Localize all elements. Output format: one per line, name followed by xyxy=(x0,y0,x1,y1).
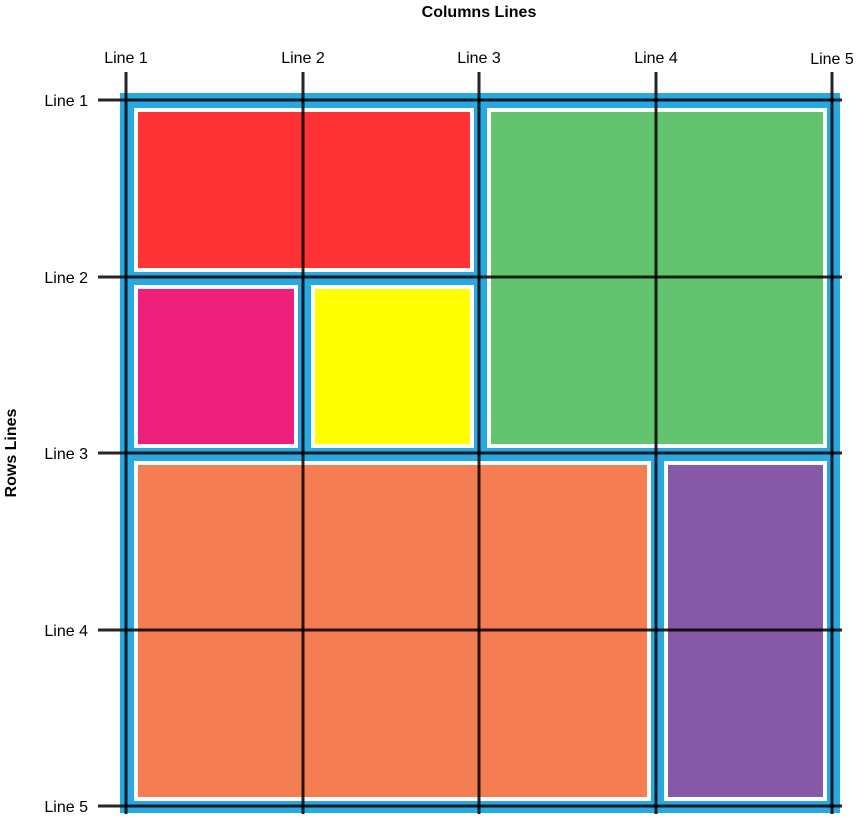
row-line-label-5: Line 5 xyxy=(44,799,88,816)
row-line-labels: Line 1 Line 2 Line 3 Line 4 Line 5 xyxy=(44,93,88,816)
row-line-label-2: Line 2 xyxy=(44,270,88,287)
pink-area xyxy=(134,285,298,448)
column-line-label-5: Line 5 xyxy=(810,51,854,68)
column-line-label-2: Line 2 xyxy=(281,50,325,67)
columns-lines-title: Columns Lines xyxy=(422,4,537,21)
column-line-label-1: Line 1 xyxy=(104,50,148,67)
row-line-label-1: Line 1 xyxy=(44,93,88,110)
column-line-label-3: Line 3 xyxy=(457,50,501,67)
grid-lines xyxy=(98,72,842,814)
row-line-label-3: Line 3 xyxy=(44,446,88,463)
column-line-label-4: Line 4 xyxy=(634,50,678,67)
row-line-label-4: Line 4 xyxy=(44,623,88,640)
column-line-labels: Line 1 Line 2 Line 3 Line 4 Line 5 xyxy=(104,50,854,68)
yellow-area xyxy=(311,285,474,448)
rows-lines-title: Rows Lines xyxy=(3,408,20,497)
